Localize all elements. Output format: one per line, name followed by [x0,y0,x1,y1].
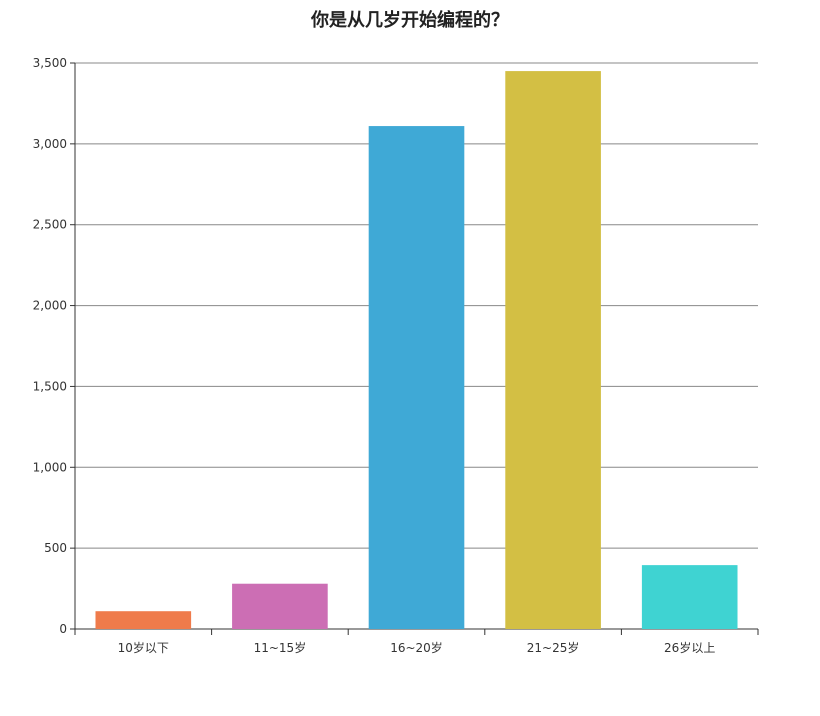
y-tick-label: 1,500 [33,379,67,393]
chart-title: 你是从几岁开始编程的？ [311,10,509,31]
y-tick-label: 500 [44,541,67,555]
bar [641,565,738,629]
x-tick-label: 10岁以下 [118,640,169,655]
y-tick-label: 3,500 [33,56,67,70]
bar [505,71,601,630]
bar [368,126,465,629]
x-tick-label: 26岁以上 [664,640,715,655]
y-tick-label: 0 [59,622,67,636]
x-tick-label: 11~15岁 [254,640,307,655]
y-tick-label: 2,000 [33,299,67,313]
bar [95,611,192,629]
y-tick-label: 1,000 [33,460,67,474]
bar [232,583,328,629]
x-tick-label: 16~20岁 [390,640,443,655]
y-tick-label: 3,000 [33,137,67,151]
y-tick-label: 2,500 [33,218,67,232]
x-tick-label: 21~25岁 [527,640,580,655]
